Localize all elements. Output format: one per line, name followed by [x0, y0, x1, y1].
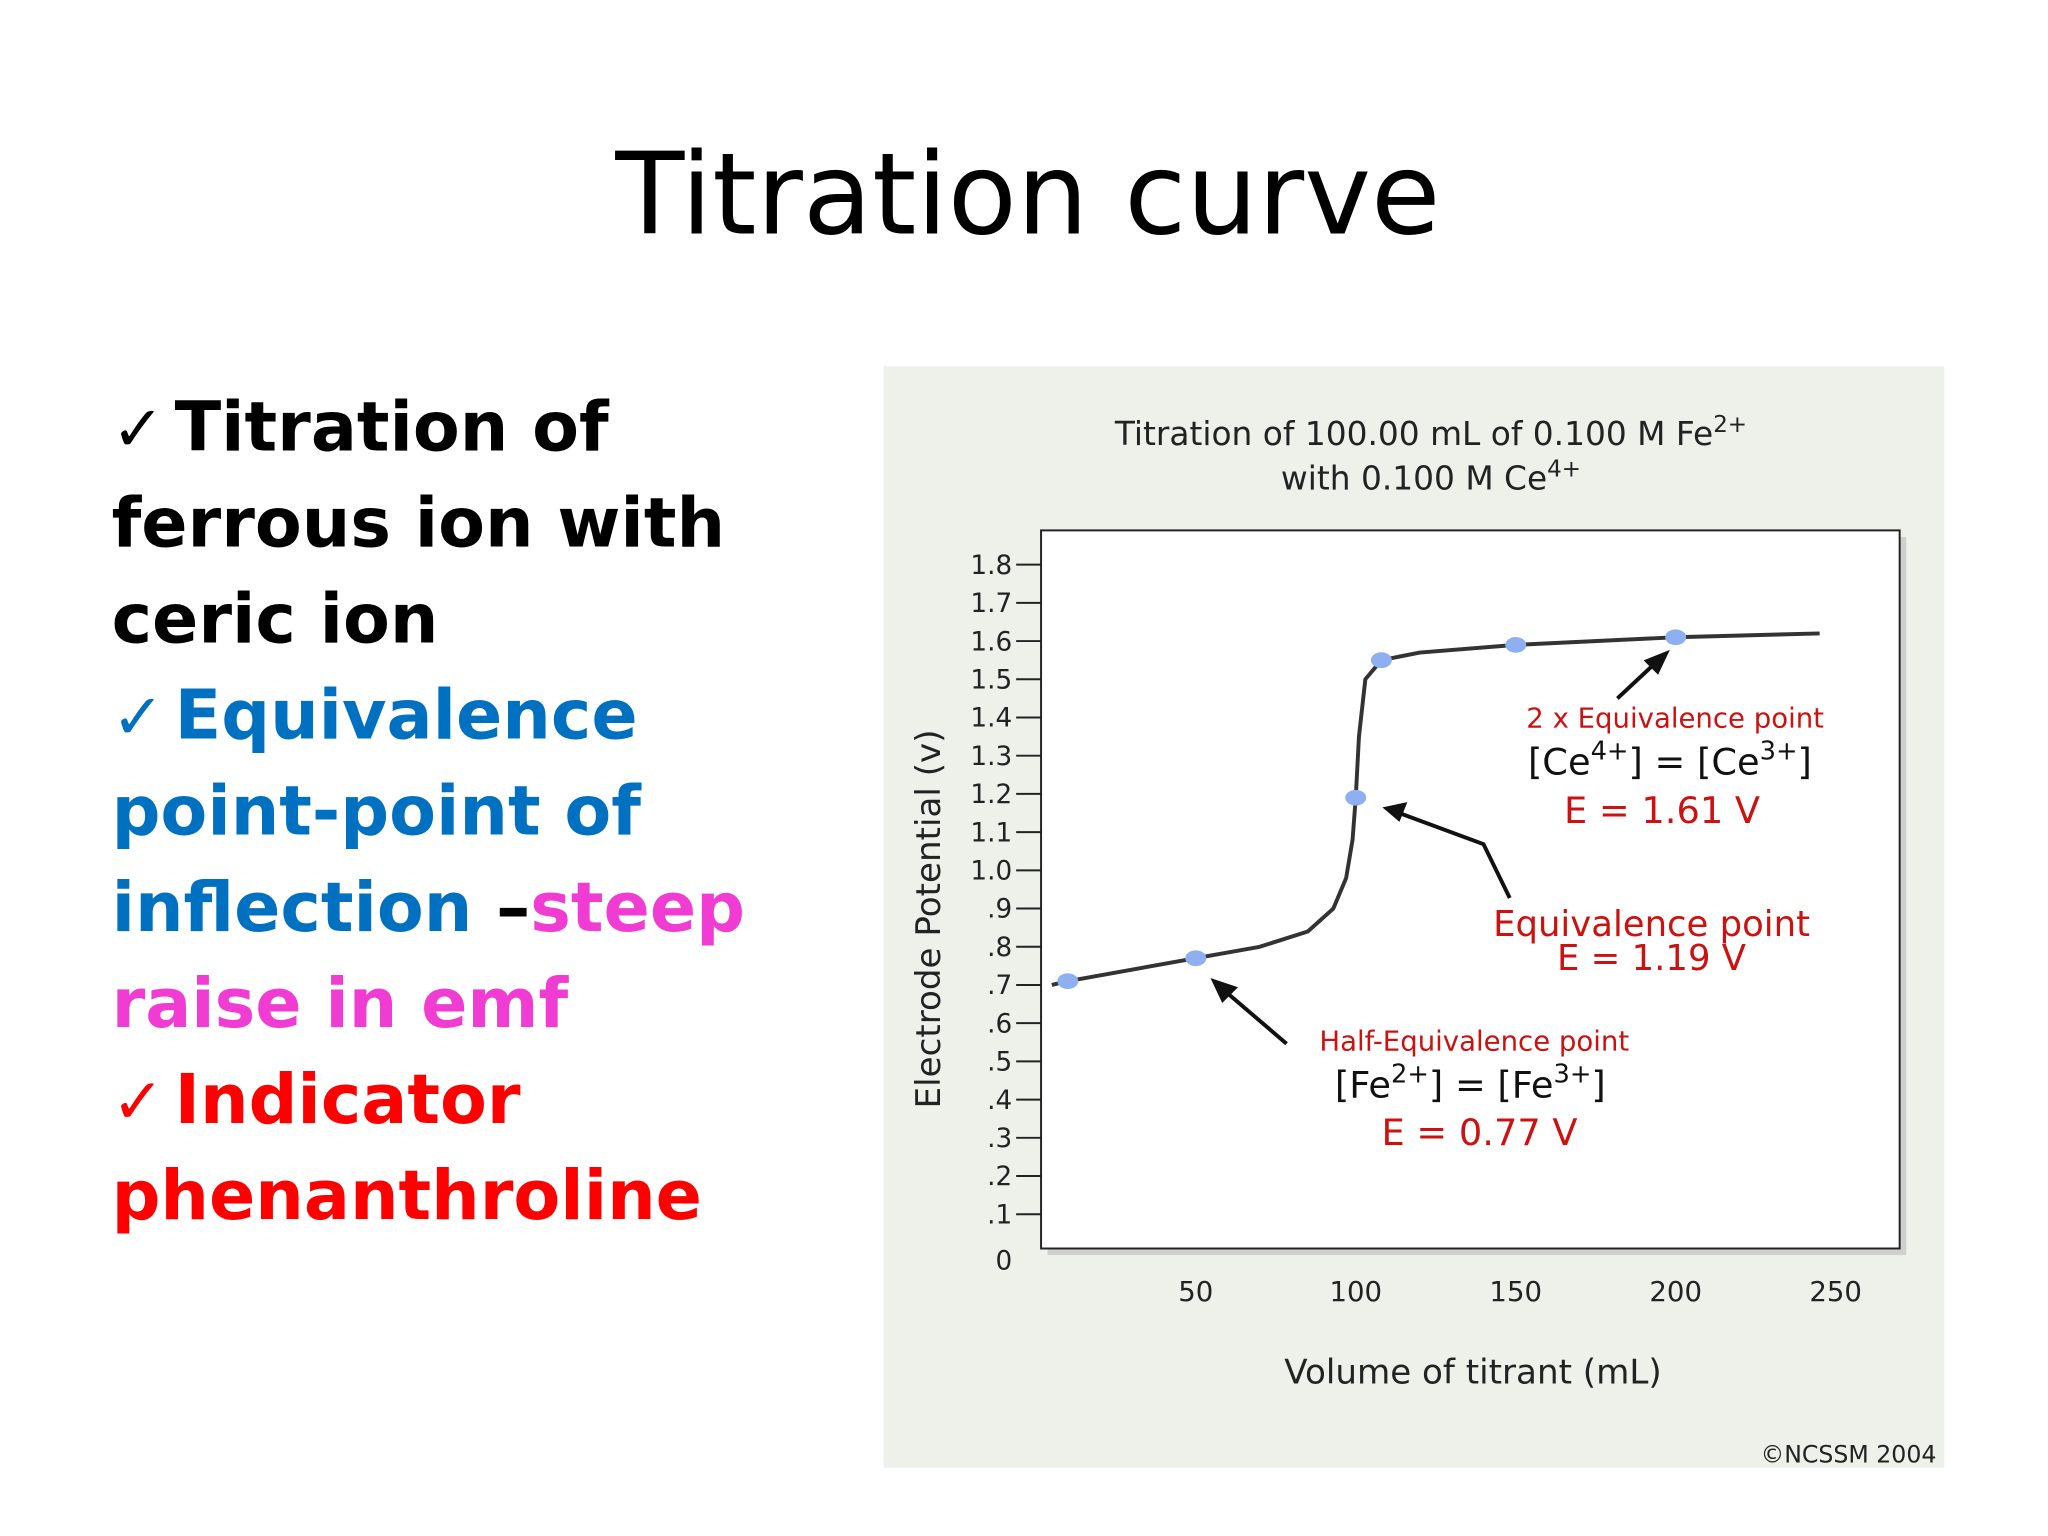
rich-text: 2 x Equivalence point — [1526, 702, 1824, 734]
bullet-line: ferrous ion with — [112, 484, 725, 563]
arrow — [1222, 988, 1288, 1046]
rich-text: [Fe2+] = [Fe3+] — [1335, 1060, 1606, 1107]
arrow — [1397, 810, 1512, 899]
bullet-text: inflection — [112, 869, 497, 948]
superscript: 2+ — [1713, 412, 1747, 438]
bullet-text: raise in emf — [112, 965, 570, 1044]
y-tick-label: .5 — [987, 1048, 1012, 1078]
data-point — [1057, 973, 1079, 990]
x-tick-label: 100 — [1329, 1276, 1382, 1308]
check-mark: ✓ — [112, 681, 165, 754]
text-run: with 0.100 M Ce — [1281, 460, 1547, 498]
x-tick-label: 50 — [1178, 1276, 1213, 1308]
data-point — [1185, 950, 1207, 967]
bullet-line: Indicator — [175, 1061, 521, 1140]
text-run: E = 1.61 V — [1564, 789, 1760, 832]
titration-curve — [1051, 631, 1820, 987]
text-run: [Ce — [1528, 741, 1591, 784]
bullet-line: phenanthroline — [112, 1157, 702, 1236]
text-run: Titration of 100.00 mL of 0.100 M Fe — [1114, 415, 1713, 453]
y-tick-label: 1.1 — [970, 818, 1012, 848]
data-point — [1345, 789, 1367, 806]
superscript: 3+ — [1760, 737, 1798, 767]
y-axis-label: Electrode Potential (v) — [909, 729, 949, 1108]
slide-title: Titration curve — [614, 129, 1440, 261]
arrowheads — [1210, 649, 1670, 1003]
y-tick-label: .4 — [987, 1086, 1012, 1116]
text-run: E = 0.77 V — [1382, 1111, 1578, 1154]
bullet-text: Titration of — [175, 388, 610, 467]
y-tick-label: 1.8 — [970, 551, 1012, 581]
arrows — [1222, 660, 1659, 1046]
bullet-line: Equivalence — [175, 677, 638, 756]
superscript: 2+ — [1391, 1060, 1429, 1090]
y-tick-label: 0 — [995, 1246, 1012, 1276]
bullet-line: Titration of — [175, 388, 610, 467]
y-tick-label: 1.3 — [970, 742, 1012, 772]
bullet-line: raise in emf — [112, 965, 570, 1044]
text-run: [Fe — [1335, 1064, 1391, 1107]
check-mark: ✓ — [112, 1065, 165, 1138]
text-run: Equivalence point — [1493, 904, 1810, 945]
rich-text: E = 1.61 V — [1564, 789, 1760, 832]
y-tick-label: .9 — [987, 895, 1012, 925]
superscript: 4+ — [1547, 457, 1581, 483]
y-tick-label: 1.2 — [970, 780, 1012, 810]
superscript: 4+ — [1591, 737, 1629, 767]
arrowhead — [1643, 649, 1670, 675]
bullet-text: Indicator — [175, 1061, 521, 1140]
y-tick-label: .2 — [987, 1162, 1012, 1192]
x-tick-label: 200 — [1649, 1276, 1702, 1308]
y-tick-label: 1.6 — [970, 627, 1012, 657]
text-run: Half-Equivalence point — [1319, 1025, 1629, 1057]
y-tick-label: .3 — [987, 1124, 1012, 1154]
bullet-text: ferrous ion with — [112, 484, 725, 563]
y-tick-label: .6 — [987, 1009, 1012, 1039]
text-run: E = 1.19 V — [1557, 938, 1746, 979]
bullet-line: ceric ion — [112, 580, 439, 659]
rich-text: Half-Equivalence point — [1319, 1025, 1629, 1057]
arrowhead — [1382, 802, 1408, 822]
text-run: 2 x Equivalence point — [1526, 702, 1824, 734]
y-tick-label: .8 — [987, 933, 1012, 963]
bullet-line: inflection –steep — [112, 869, 745, 948]
data-point — [1370, 652, 1392, 669]
y-tick-label: 1.4 — [970, 704, 1012, 734]
x-tick-label: 150 — [1489, 1276, 1542, 1308]
bullet-text: Equivalence — [175, 677, 638, 756]
bullet-text: phenanthroline — [112, 1157, 702, 1236]
bullet-text: – — [496, 869, 530, 948]
rich-text: E = 1.19 V — [1557, 938, 1746, 979]
text-run: ] — [1591, 1064, 1605, 1107]
text-run: ] — [1798, 741, 1812, 784]
data-point — [1665, 629, 1687, 646]
text-run: ] = [Ce — [1628, 741, 1759, 784]
credit: ©NCSSM 2004 — [1761, 1440, 1937, 1468]
rich-text: E = 0.77 V — [1382, 1111, 1578, 1154]
rich-text: Titration of 100.00 mL of 0.100 M Fe2+ — [1114, 412, 1747, 453]
rich-text: [Ce4+] = [Ce3+] — [1528, 737, 1812, 784]
rich-text: with 0.100 M Ce4+ — [1281, 457, 1581, 498]
check-mark: ✓ — [112, 392, 165, 465]
rich-text: Equivalence point — [1493, 904, 1810, 945]
bullet-line: point-point of — [112, 773, 643, 852]
arrow — [1616, 660, 1659, 700]
bullet-text: point-point of — [112, 773, 643, 852]
data-point — [1505, 637, 1527, 653]
x-axis-label: Volume of titrant (mL) — [1284, 1353, 1661, 1393]
y-tick-label: .1 — [987, 1200, 1012, 1230]
y-tick-label: 1.7 — [970, 589, 1012, 619]
superscript: 3+ — [1554, 1060, 1592, 1090]
text-run: ] = [Fe — [1429, 1064, 1554, 1107]
arrowhead — [1210, 978, 1238, 1003]
x-tick-label: 250 — [1809, 1276, 1862, 1308]
y-tick-label: 1.5 — [970, 665, 1012, 695]
y-tick-label: 1.0 — [970, 857, 1012, 887]
bullet-text: ceric ion — [112, 580, 439, 659]
y-tick-label: .7 — [987, 971, 1012, 1001]
bullet-text: steep — [530, 869, 745, 948]
